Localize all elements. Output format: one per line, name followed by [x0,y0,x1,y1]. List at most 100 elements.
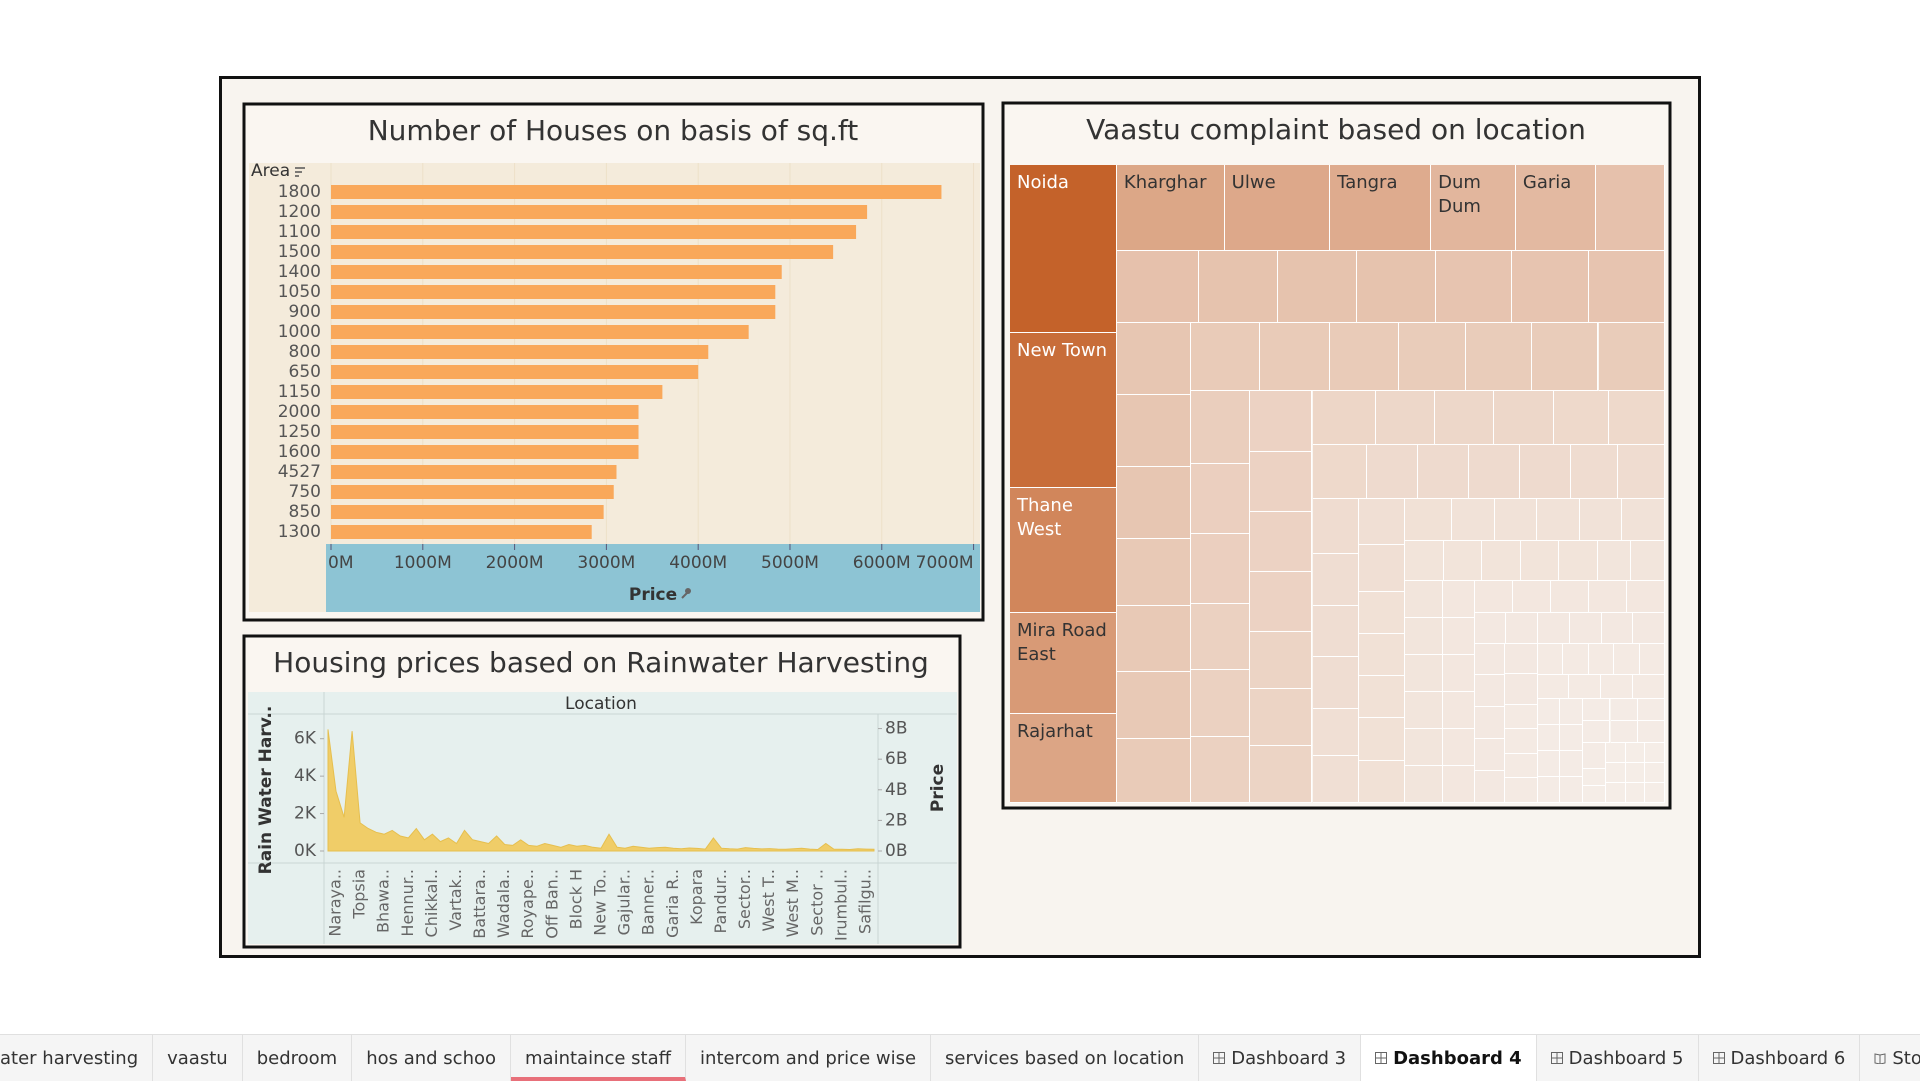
treemap-cell [1435,250,1513,324]
y-tick-label: 4K [294,766,317,786]
treemap-cell [1617,444,1665,499]
treemap-cell [1358,718,1406,761]
treemap-cell [1553,391,1610,445]
y2-axis-title: Price [928,764,948,812]
x-tick-label: Safilgu.. [856,869,875,934]
chart-title: Housing prices based on Rainwater Harves… [273,646,929,679]
x-tick-label: Sector.. [735,869,754,929]
x-tick-label: Wadala.. [494,869,513,938]
treemap-cell [1312,755,1359,803]
treemap-cell [1405,540,1444,582]
treemap-cell [1443,540,1483,582]
treemap-cell [1559,540,1598,582]
treemap-cell [1537,674,1570,700]
tab-label: Story 1 [1892,1047,1920,1069]
treemap-cell [1579,498,1623,541]
treemap-cell [1474,707,1506,740]
treemap-cell [1417,444,1469,499]
treemap-cell: Noida [1010,165,1117,333]
treemap-cell [1537,498,1580,541]
treemap-cell [1645,762,1665,783]
x-tick-label: West M.. [783,869,802,937]
sheet-tab[interactable]: ater harvesting [0,1035,154,1081]
sheet-tab[interactable]: Dashboard 4 [1361,1035,1537,1081]
treemap-cell [1583,742,1607,769]
treemap-cell [1312,391,1376,445]
x-tick-label: 2000M [486,553,544,573]
treemap-cell [1474,771,1506,803]
treemap-cell [1116,739,1191,803]
treemap-cell [1569,612,1602,644]
tab-label: ater harvesting [0,1047,139,1069]
treemap-cell [1560,777,1584,803]
dashboard-icon [1375,1052,1388,1064]
treemap-cell [1588,581,1627,613]
treemap-cell [1116,467,1191,540]
treemap-cell [1474,643,1506,676]
treemap-cell [1560,751,1584,778]
treemap-cell [1505,753,1538,779]
treemap-cell [1116,539,1191,606]
y-tick-label: 0K [294,841,317,861]
treemap-cell [1512,581,1551,613]
y-tick-label: 900 [289,302,321,322]
chart-title: Number of Houses on basis of sq.ft [368,114,859,147]
treemap-cell [1537,725,1561,752]
treemap-cell [1482,540,1521,582]
x-axis-title: Price [629,585,677,605]
y-tick-label: 850 [289,502,321,522]
treemap-cell [1250,571,1313,633]
y-tick-label: 1150 [278,382,321,402]
treemap-cell [1601,674,1634,700]
treemap-cell [1550,581,1589,613]
sheet-tab[interactable]: Dashboard 3 [1199,1035,1362,1081]
bar [331,485,614,499]
x-tick-label: 3000M [577,553,635,573]
sheet-tab[interactable]: maintaince staff [511,1035,687,1081]
sheet-tab[interactable]: vaastu [153,1035,243,1081]
treemap-cell [1442,729,1475,767]
tab-label: maintaince staff [525,1047,672,1069]
y-tick-label: 2000 [278,402,321,422]
x-tick-label: 4000M [669,553,727,573]
treemap-cell [1356,250,1436,324]
sheet-tab[interactable]: intercom and price wise [686,1035,932,1081]
treemap-cell: Kharghar [1116,165,1225,251]
treemap-cell [1116,250,1199,324]
treemap-cell [1116,323,1191,396]
treemap-cell [1465,323,1532,392]
treemap-cell [1442,618,1475,656]
tab-label: bedroom [256,1047,338,1069]
treemap-cell [1519,444,1571,499]
x-tick-label: Pandur.. [711,869,730,933]
sheet-tab[interactable]: Story 1 [1860,1035,1920,1081]
treemap-cell [1537,699,1561,726]
treemap-cell [1198,250,1278,324]
treemap-cell: Rajarhat [1010,714,1117,803]
treemap-cell [1494,391,1554,445]
area [327,729,875,852]
treemap-cell [1468,444,1520,499]
bar [331,365,699,379]
x-tick-label: Kopara [687,869,706,925]
sheet-tab[interactable]: bedroom [243,1035,353,1081]
treemap-cell [1277,250,1357,324]
treemap-cell [1606,762,1626,783]
sheet-tab[interactable]: hos and schoo [352,1035,512,1081]
sheet-tab[interactable]: Dashboard 6 [1699,1035,1861,1081]
sheet-tab[interactable]: Dashboard 5 [1537,1035,1699,1081]
treemap-cell [1588,643,1615,675]
treemap: Noida New Town Thane West Mira Road East Raj… [1010,165,1665,803]
treemap-cell [1637,721,1665,743]
y-tick-label: 1300 [278,522,321,542]
x-axis-title: Location [565,694,637,714]
treemap-cell [1442,766,1475,803]
sheet-tab[interactable]: services based on location [931,1035,1200,1081]
treemap-cell [1614,643,1640,675]
treemap-cell [1250,632,1313,690]
y-tick-label: 1250 [278,422,321,442]
treemap-cell [1474,612,1507,644]
y-axis-title: Area [251,161,290,181]
treemap-cell [1190,534,1251,604]
